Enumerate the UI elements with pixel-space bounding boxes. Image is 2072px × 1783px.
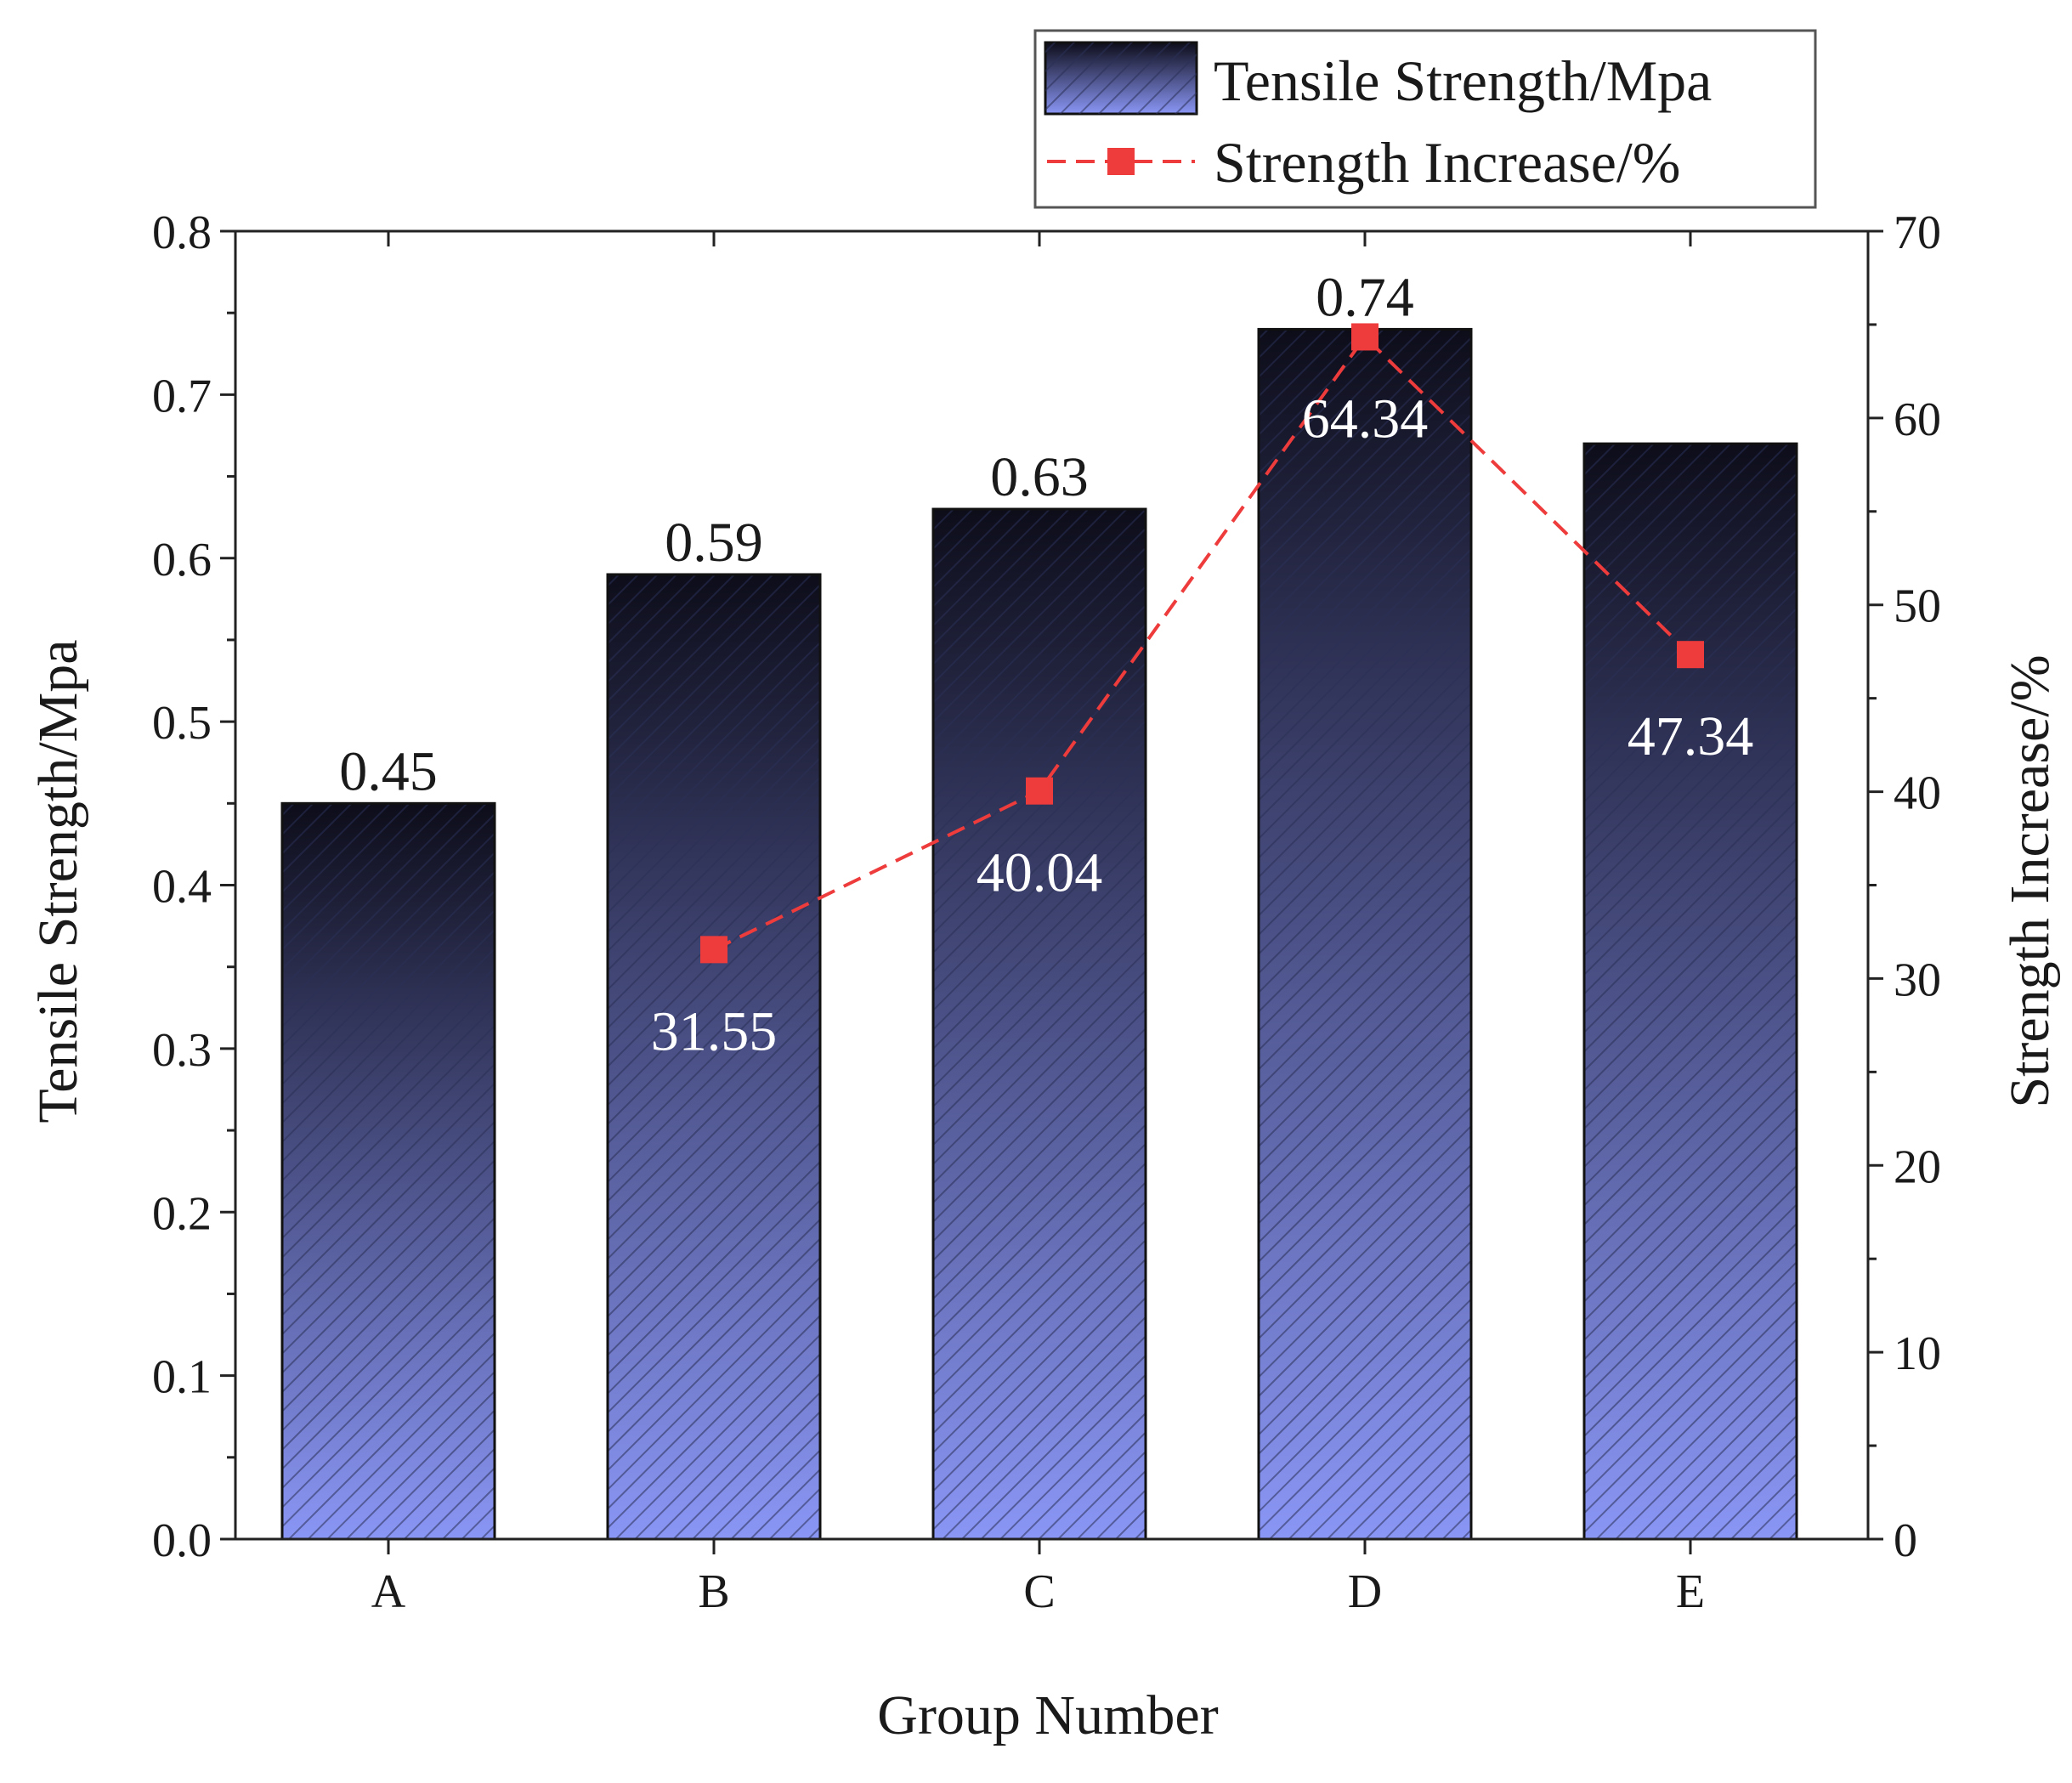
- bar-hatch-E: [1582, 442, 1798, 1541]
- x-tick-label-D: D: [1348, 1565, 1382, 1618]
- y-left-tick-label: 0.8: [152, 207, 212, 259]
- bar-value-label-D: 0.74: [1316, 266, 1414, 328]
- x-tick-label-C: C: [1023, 1565, 1055, 1618]
- y-right-tick-label: 50: [1894, 580, 1941, 633]
- x-axis-label: Group Number: [877, 1684, 1218, 1746]
- strength-increase-marker-D: [1351, 323, 1379, 351]
- y-left-tick-label: 0.1: [152, 1351, 212, 1404]
- y-right-tick-label: 40: [1894, 767, 1941, 820]
- x-tick-label-E: E: [1676, 1565, 1705, 1618]
- x-tick-label-A: A: [371, 1565, 406, 1618]
- y-right-tick-label: 30: [1894, 954, 1941, 1006]
- bar-value-label-C: 0.63: [990, 446, 1089, 508]
- line-value-label-E: 47.34: [1628, 705, 1754, 767]
- legend: Tensile Strength/Mpa Strength Increase/%: [1033, 29, 1817, 209]
- y-right-tick-label: 20: [1894, 1141, 1941, 1193]
- strength-increase-marker-B: [700, 936, 727, 964]
- strength-increase-marker-E: [1677, 641, 1704, 669]
- legend-bar-swatch-hatch: [1045, 42, 1197, 114]
- bar-value-label-B: 0.59: [665, 512, 763, 574]
- labels-layer: 0.45 0.59 0.63 0.74 31.55 40.04 64.34 47.34: [339, 266, 1753, 1062]
- line-layer: [700, 323, 1704, 964]
- strength-increase-marker-C: [1026, 777, 1053, 805]
- legend-line-label: Strength Increase/%: [1214, 130, 1680, 195]
- y-right-tick-label: 0: [1894, 1514, 1917, 1567]
- line-value-label-C: 40.04: [977, 842, 1103, 904]
- y-left-tick-label: 0.5: [152, 697, 212, 750]
- y-left-tick-label: 0.0: [152, 1514, 212, 1567]
- bar-hatch-D: [1257, 327, 1473, 1541]
- line-value-label-B: 31.55: [651, 1000, 778, 1062]
- y-left-axis-label: Tensile Strength/Mpa: [27, 639, 89, 1123]
- legend-line-marker: [1107, 148, 1135, 175]
- bars-layer: [280, 327, 1798, 1541]
- y-right-tick-label: 10: [1894, 1327, 1941, 1380]
- legend-bar-label: Tensile Strength/Mpa: [1214, 48, 1712, 113]
- y-right-axis-label: Strength Increase/%: [1999, 654, 2061, 1107]
- bar-value-label-A: 0.45: [339, 740, 438, 802]
- y-left-tick-label: 0.6: [152, 534, 212, 586]
- y-right-tick-label: 60: [1894, 393, 1941, 446]
- line-value-label-D: 64.34: [1302, 388, 1429, 450]
- y-left-tick-label: 0.2: [152, 1187, 212, 1240]
- y-left-tick-label: 0.7: [152, 370, 212, 422]
- y-right-tick-label: 70: [1894, 207, 1941, 259]
- bar-hatch-C: [931, 507, 1147, 1541]
- strength-increase-line: [713, 334, 1692, 952]
- y-left-tick-label: 0.3: [152, 1024, 212, 1077]
- axes-layer: 0.0 0.1 0.2 0.3 0.4 0.5 0.6 0.7 0.8 0 10 20 30 40 50 60…: [152, 207, 1941, 1618]
- x-tick-label-B: B: [698, 1565, 729, 1618]
- y-left-tick-label: 0.4: [152, 861, 212, 914]
- bar-hatch-A: [280, 801, 496, 1541]
